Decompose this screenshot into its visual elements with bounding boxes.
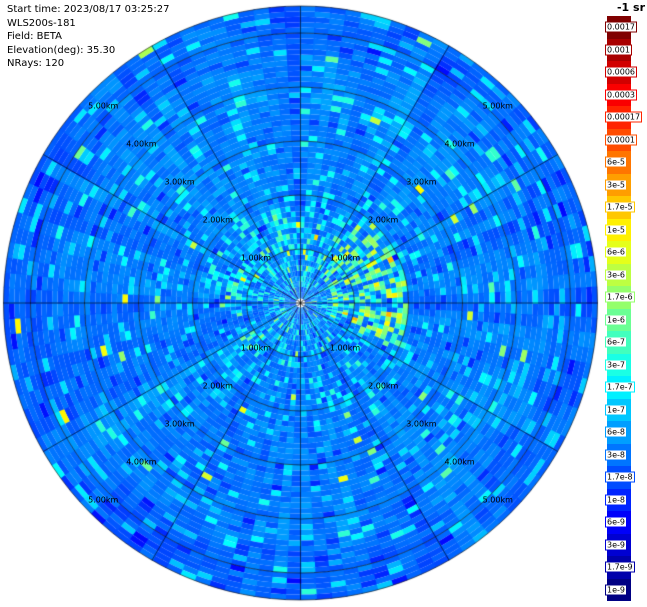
colorbar-segment: [607, 556, 631, 579]
colorbar-segment: [607, 61, 631, 84]
colorbar-segment: [607, 308, 631, 331]
colorbar-segment: [607, 38, 631, 61]
colorbar-segment: [607, 466, 631, 489]
colorbar-segment: [607, 578, 631, 601]
ppi-scan-canvas: [0, 0, 607, 607]
colorbar-segment: [607, 398, 631, 421]
colorbar-segment: [607, 241, 631, 264]
colorbar-segment: [607, 533, 631, 556]
colorbar-segment: [607, 376, 631, 399]
colorbar-segment: [607, 286, 631, 309]
colorbar-segment: [607, 151, 631, 174]
colorbar-segment: [607, 218, 631, 241]
colorbar-segment: [607, 443, 631, 466]
colorbar-title: -1 sr: [616, 1, 645, 14]
colorbar-segment: [607, 511, 631, 534]
colorbar-segment: [607, 196, 631, 219]
colorbar-segment: [607, 106, 631, 129]
colorbar-segment: [607, 421, 631, 444]
colorbar-segment: [607, 263, 631, 286]
field-label: Field: BETA: [7, 31, 62, 43]
scan-info: Start time: 2023/08/17 03:25:27 WLS200s-…: [7, 3, 169, 71]
colorbar-segment: [607, 16, 631, 39]
elevation-label: Elevation(deg): 35.30: [7, 44, 116, 56]
colorbar-segment: [607, 83, 631, 106]
colorbar-segment: [607, 173, 631, 196]
colorbar-segment: [607, 353, 631, 376]
start-time-label: Start time: 2023/08/17 03:25:27: [7, 4, 170, 15]
colorbar-segment: [607, 128, 631, 151]
instrument-label: WLS200s-181: [7, 17, 76, 29]
nrays-label: NRays: 120: [7, 58, 65, 70]
colorbar: [607, 16, 631, 601]
colorbar-segment: [607, 488, 631, 511]
colorbar-segment: [607, 331, 631, 354]
